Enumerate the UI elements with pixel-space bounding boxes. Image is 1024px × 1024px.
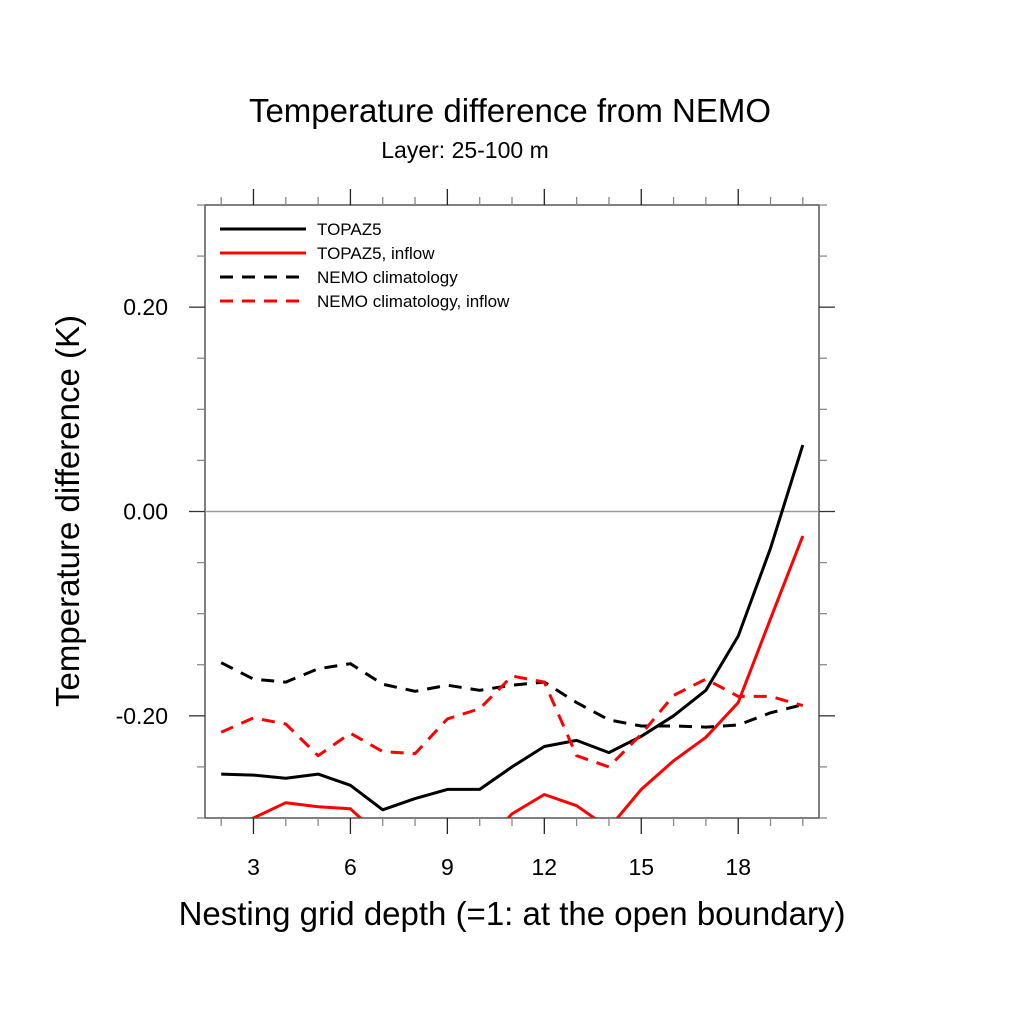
series-line-topaz5-inflow (248, 535, 805, 818)
plot-area: 3 6 9 12 15 18 0.20 0.00 -0.20 TOPAZ5 TOPAZ5, inf… (116, 189, 835, 880)
y-axis-label: Temperature difference (K) (49, 315, 86, 707)
chart-subtitle: Layer: 25-100 m (381, 137, 548, 163)
y-tick-label: -0.20 (116, 703, 168, 729)
x-tick-label: 12 (532, 854, 558, 880)
x-tick-label: 9 (441, 854, 454, 880)
chart-title: Temperature difference from NEMO (249, 92, 771, 129)
legend-label: TOPAZ5 (317, 220, 382, 239)
x-tick-label: 6 (344, 854, 357, 880)
series-lines (220, 444, 805, 818)
series-line-topaz5 (221, 444, 805, 812)
y-tick-label: 0.00 (123, 499, 168, 525)
legend-label: NEMO climatology, inflow (317, 292, 510, 311)
axis-tick-labels: 3 6 9 12 15 18 0.20 0.00 -0.20 (116, 294, 751, 880)
x-tick-label: 15 (628, 854, 654, 880)
x-tick-label: 18 (725, 854, 751, 880)
series-line-nemo-climatology-inflow (220, 674, 804, 769)
legend: TOPAZ5 TOPAZ5, inflow NEMO climatology NEMO… (220, 220, 510, 311)
x-axis-label: Nesting grid depth (=1: at the open boun… (179, 895, 846, 932)
series-line-nemo-climatology (220, 661, 804, 729)
legend-label: TOPAZ5, inflow (317, 244, 435, 263)
axis-ticks (189, 189, 835, 834)
x-tick-label: 3 (247, 854, 260, 880)
y-tick-label: 0.20 (123, 294, 168, 320)
legend-label: NEMO climatology (317, 268, 458, 287)
